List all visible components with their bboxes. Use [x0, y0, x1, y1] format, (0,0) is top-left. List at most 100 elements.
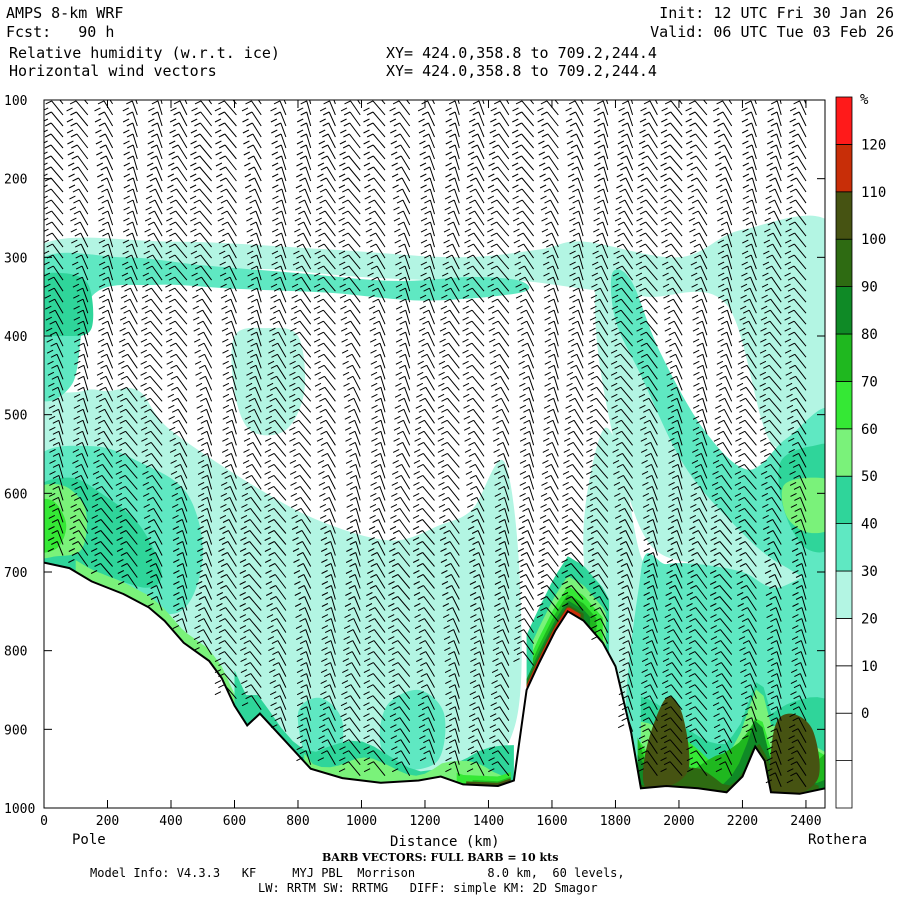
wind-barb [668, 474, 683, 490]
wind-barb [116, 530, 138, 545]
wind-barb [419, 739, 435, 754]
wind-barb [787, 419, 807, 435]
wind-barb [165, 320, 188, 336]
wind-barb [168, 144, 188, 160]
wind-barb [786, 177, 807, 193]
wind-barb [642, 629, 658, 644]
y-tick-label: 100 [4, 94, 27, 109]
wind-barb [363, 717, 386, 733]
wind-barb [118, 342, 138, 358]
wind-barb [290, 320, 312, 336]
wind-barb [617, 133, 634, 149]
wind-barb [90, 541, 113, 556]
wind-barb [490, 100, 510, 116]
wind-barb [367, 563, 386, 578]
wind-barb [766, 750, 782, 765]
wind-barb [518, 507, 535, 523]
wind-barb [297, 100, 312, 105]
wind-barb [344, 397, 361, 413]
wind-barb [389, 684, 411, 700]
wind-barb [463, 408, 485, 424]
wind-barb [341, 684, 361, 699]
wind-barb [339, 144, 361, 160]
wind-barb [636, 210, 658, 226]
x-tick-label: 1600 [536, 814, 567, 829]
wind-barb [45, 298, 64, 314]
wind-barb [395, 276, 411, 292]
x-tick-label: 1200 [409, 814, 440, 829]
wind-barb [712, 452, 733, 468]
wind-barb [635, 298, 658, 314]
wind-barb [365, 210, 386, 226]
wind-barb [172, 607, 188, 622]
wind-barb [270, 100, 287, 116]
wind-barb [321, 563, 336, 578]
wind-barb [437, 397, 460, 413]
wind-barb [685, 662, 708, 677]
wind-barb [165, 287, 188, 303]
wind-barb [272, 188, 287, 204]
wind-barb [266, 386, 287, 402]
wind-barb [790, 496, 807, 512]
wind-barb [71, 232, 89, 248]
wind-barb [612, 276, 633, 292]
wind-barb [565, 386, 584, 402]
x-tick-label: 1800 [600, 814, 631, 829]
wind-barb [214, 684, 237, 700]
wind-barb [340, 111, 361, 127]
wind-barb [685, 640, 708, 655]
wind-barb [271, 144, 287, 160]
wind-barb [685, 111, 708, 127]
wind-barb [788, 728, 807, 743]
wind-barb [714, 419, 733, 435]
wind-barb [44, 287, 64, 303]
wind-barb [610, 375, 633, 391]
wind-barb [123, 133, 138, 149]
wind-barb [395, 287, 411, 303]
wind-barb [691, 276, 708, 292]
wind-barb [191, 276, 213, 292]
wind-barb [512, 188, 534, 204]
wind-barb [736, 563, 757, 578]
wind-barb [313, 320, 336, 336]
colorbar-swatch [835, 238, 853, 287]
wind-barb [190, 221, 212, 237]
wind-barb [73, 331, 89, 347]
wind-barb [716, 342, 733, 358]
wind-barb [512, 199, 534, 215]
wind-barb [415, 640, 435, 655]
wind-barb [363, 750, 386, 766]
wind-barb [618, 618, 634, 633]
wind-barb [264, 452, 287, 468]
wind-barb [271, 166, 287, 182]
wind-barb [172, 519, 188, 534]
wind-barb [419, 133, 435, 149]
wind-barb [292, 541, 312, 556]
wind-barb [666, 563, 683, 578]
wind-barb [74, 364, 89, 380]
wind-barb [586, 430, 609, 446]
wind-barb [413, 585, 435, 600]
wind-barb [197, 419, 213, 435]
wind-barb [787, 761, 807, 776]
wind-barb [513, 243, 535, 259]
wind-barb [663, 629, 683, 644]
wind-barb [586, 485, 609, 501]
wind-barb [419, 750, 435, 765]
wind-barb [735, 552, 757, 567]
wind-barb [241, 496, 262, 512]
wind-barb [315, 199, 336, 215]
wind-barb [294, 199, 312, 215]
wind-barb [538, 530, 559, 545]
wind-barb [143, 232, 163, 248]
wind-barb [642, 640, 658, 655]
wind-barb [667, 386, 683, 402]
wind-barb [417, 342, 435, 358]
wind-barb [141, 309, 163, 325]
wind-barb [764, 199, 782, 215]
wind-barb [119, 309, 138, 325]
wind-barb [388, 585, 411, 600]
wind-barb [197, 485, 213, 501]
wind-barb [171, 485, 188, 501]
wind-barb [467, 739, 485, 754]
